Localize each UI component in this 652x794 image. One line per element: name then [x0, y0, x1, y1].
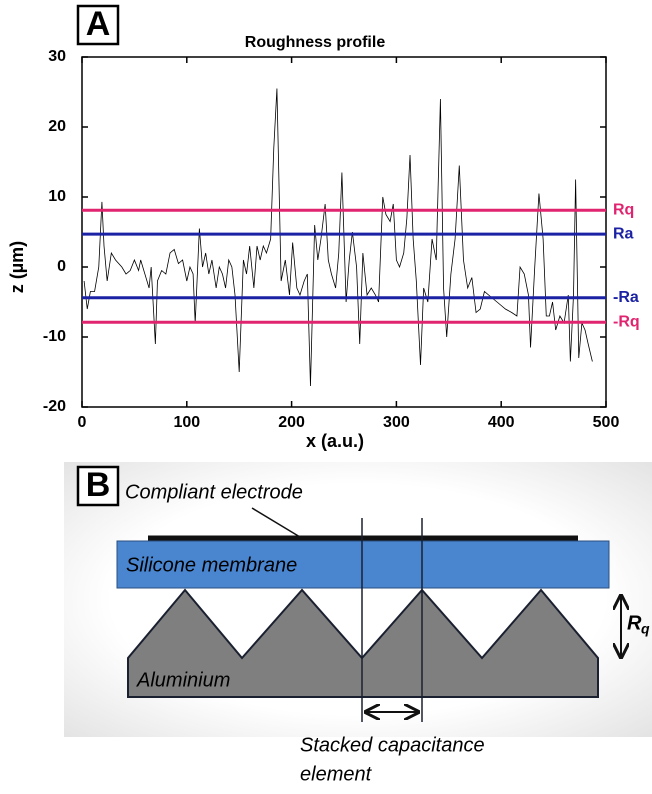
- reference-label: Ra: [613, 225, 634, 242]
- panel-label-box: [76, 4, 120, 46]
- profile-line: [83, 88, 593, 387]
- x-tick-label: 100: [173, 414, 200, 431]
- panel-label: A: [86, 5, 111, 43]
- x-tick-label: 500: [593, 414, 620, 431]
- x-tick-label: 0: [78, 414, 87, 431]
- roughness-subscript: q: [641, 621, 650, 637]
- x-tick-label: 400: [488, 414, 515, 431]
- x-tick-label: 300: [383, 414, 410, 431]
- membrane-label: Silicone membrane: [126, 554, 297, 576]
- y-tick-label: 10: [48, 188, 66, 205]
- aluminium-substrate: [127, 588, 599, 698]
- panel-label-box: [76, 465, 120, 507]
- element-label: Stacked capacitance: [300, 734, 485, 756]
- x-tick-label: 200: [278, 414, 305, 431]
- y-axis-label: z (µm): [7, 241, 27, 293]
- substrate-label: Aluminium: [136, 669, 230, 691]
- y-tick-label: 30: [48, 48, 66, 65]
- element-label: element: [300, 763, 373, 785]
- panel-a: A Roughness profile x (a.u.) z (µm) 0 100…: [7, 4, 640, 451]
- y-tick-label: 20: [48, 118, 66, 135]
- chart-title: Roughness profile: [245, 34, 386, 51]
- electrode-label: Compliant electrode: [125, 481, 303, 503]
- panel-label: B: [86, 466, 111, 504]
- silicone-membrane: [116, 540, 610, 589]
- y-tick-label: -20: [43, 398, 66, 415]
- panel-b: B Compliant electrode Silicone membrane …: [64, 462, 652, 785]
- reference-label: -Ra: [613, 289, 639, 306]
- reference-label: Rq: [613, 202, 634, 219]
- y-tick-label: 0: [57, 258, 66, 275]
- reference-label: -Rq: [613, 314, 640, 331]
- y-tick-label: -10: [43, 328, 66, 345]
- leader-line: [251, 507, 301, 538]
- x-axis-label: x (a.u.): [306, 431, 364, 451]
- plot-frame: [81, 56, 607, 408]
- roughness-symbol: R: [627, 612, 642, 634]
